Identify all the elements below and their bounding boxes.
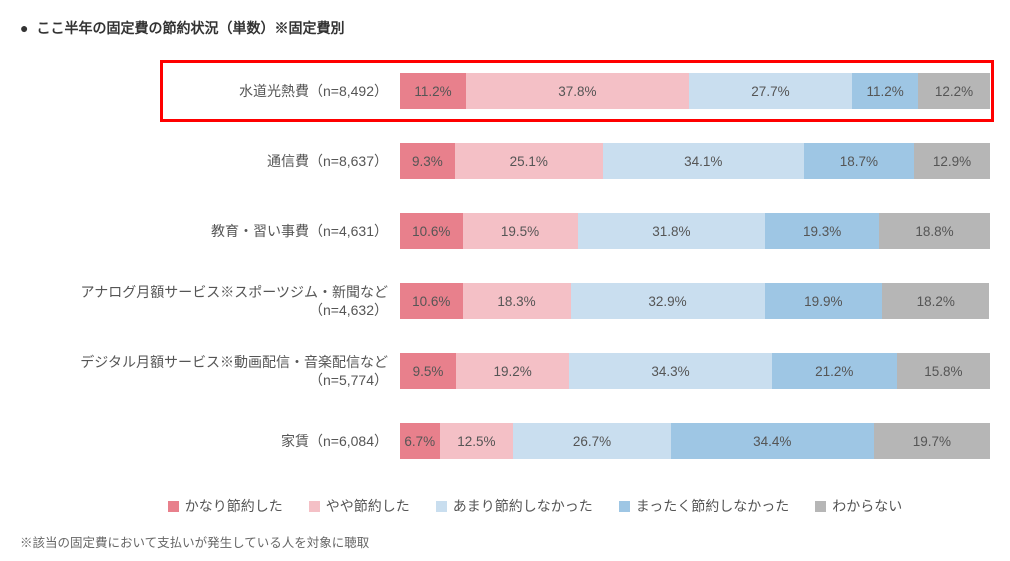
legend-label: わからない: [832, 496, 902, 516]
legend-swatch: [815, 501, 826, 512]
bar-segment: 21.2%: [772, 353, 897, 389]
stacked-bar: 9.5%19.2%34.3%21.2%15.8%: [400, 353, 990, 389]
row-label: 家賃（n=6,084）: [20, 432, 400, 450]
stacked-bar: 9.3%25.1%34.1%18.7%12.9%: [400, 143, 990, 179]
bar-segment: 11.2%: [400, 73, 466, 109]
bar-segment: 19.3%: [765, 213, 879, 249]
bar-segment: 34.3%: [569, 353, 771, 389]
bar-segment: 27.7%: [689, 73, 852, 109]
bar-segment: 32.9%: [571, 283, 765, 319]
row-label: 教育・習い事費（n=4,631）: [20, 222, 400, 240]
bar-segment: 6.7%: [400, 423, 440, 459]
bar-segment: 18.7%: [804, 143, 914, 179]
legend-swatch: [619, 501, 630, 512]
bar-segment: 19.9%: [765, 283, 882, 319]
legend-item: まったく節約しなかった: [619, 496, 789, 516]
bar-segment: 9.5%: [400, 353, 456, 389]
bar-segment: 34.4%: [671, 423, 874, 459]
chart-row: 水道光熱費（n=8,492）11.2%37.8%27.7%11.2%12.2%: [20, 73, 990, 109]
bar-segment: 12.2%: [918, 73, 990, 109]
legend-item: かなり節約した: [168, 496, 283, 516]
bar-segment: 31.8%: [578, 213, 766, 249]
bar-segment: 26.7%: [513, 423, 671, 459]
chart-row: 通信費（n=8,637）9.3%25.1%34.1%18.7%12.9%: [20, 143, 990, 179]
stacked-bar: 10.6%18.3%32.9%19.9%18.2%: [400, 283, 990, 319]
row-label: 水道光熱費（n=8,492）: [20, 82, 400, 100]
bar-segment: 19.5%: [463, 213, 578, 249]
bar-segment: 25.1%: [455, 143, 603, 179]
footnote: ※該当の固定費において支払いが発生している人を対象に聴取: [20, 532, 990, 551]
chart-row: 家賃（n=6,084）6.7%12.5%26.7%34.4%19.7%: [20, 423, 990, 459]
bar-segment: 12.5%: [440, 423, 514, 459]
bar-segment: 18.3%: [463, 283, 571, 319]
bar-segment: 18.2%: [882, 283, 989, 319]
bar-segment: 19.7%: [874, 423, 990, 459]
bar-segment: 19.2%: [456, 353, 569, 389]
legend-swatch: [168, 501, 179, 512]
legend-label: やや節約した: [326, 496, 410, 516]
bar-segment: 34.1%: [603, 143, 804, 179]
legend-item: わからない: [815, 496, 902, 516]
legend: かなり節約した やや節約した あまり節約しなかった まったく節約しなかった わからない: [20, 496, 990, 516]
bar-segment: 12.9%: [914, 143, 990, 179]
row-label: デジタル月額サービス※動画配信・音楽配信など（n=5,774）: [20, 353, 400, 389]
legend-swatch: [309, 501, 320, 512]
chart-row: アナログ月額サービス※スポーツジム・新聞など（n=4,632）10.6%18.3…: [20, 283, 990, 319]
row-label: 通信費（n=8,637）: [20, 152, 400, 170]
stacked-bar: 10.6%19.5%31.8%19.3%18.8%: [400, 213, 990, 249]
legend-label: かなり節約した: [185, 496, 283, 516]
chart-row: 教育・習い事費（n=4,631）10.6%19.5%31.8%19.3%18.8…: [20, 213, 990, 249]
bar-segment: 11.2%: [852, 73, 918, 109]
legend-label: まったく節約しなかった: [636, 496, 789, 516]
legend-swatch: [436, 501, 447, 512]
bar-segment: 9.3%: [400, 143, 455, 179]
stacked-bar: 11.2%37.8%27.7%11.2%12.2%: [400, 73, 990, 109]
bar-segment: 18.8%: [879, 213, 990, 249]
bar-segment: 10.6%: [400, 283, 463, 319]
row-label: アナログ月額サービス※スポーツジム・新聞など（n=4,632）: [20, 283, 400, 319]
chart-row: デジタル月額サービス※動画配信・音楽配信など（n=5,774）9.5%19.2%…: [20, 353, 990, 389]
legend-item: あまり節約しなかった: [436, 496, 593, 516]
stacked-bar: 6.7%12.5%26.7%34.4%19.7%: [400, 423, 990, 459]
chart-title: ここ半年の固定費の節約状況（単数）※固定費別: [20, 18, 990, 38]
legend-item: やや節約した: [309, 496, 410, 516]
bar-segment: 15.8%: [897, 353, 990, 389]
legend-label: あまり節約しなかった: [453, 496, 593, 516]
stacked-bar-chart: 水道光熱費（n=8,492）11.2%37.8%27.7%11.2%12.2%通…: [20, 56, 990, 476]
bar-segment: 37.8%: [466, 73, 689, 109]
bar-segment: 10.6%: [400, 213, 463, 249]
